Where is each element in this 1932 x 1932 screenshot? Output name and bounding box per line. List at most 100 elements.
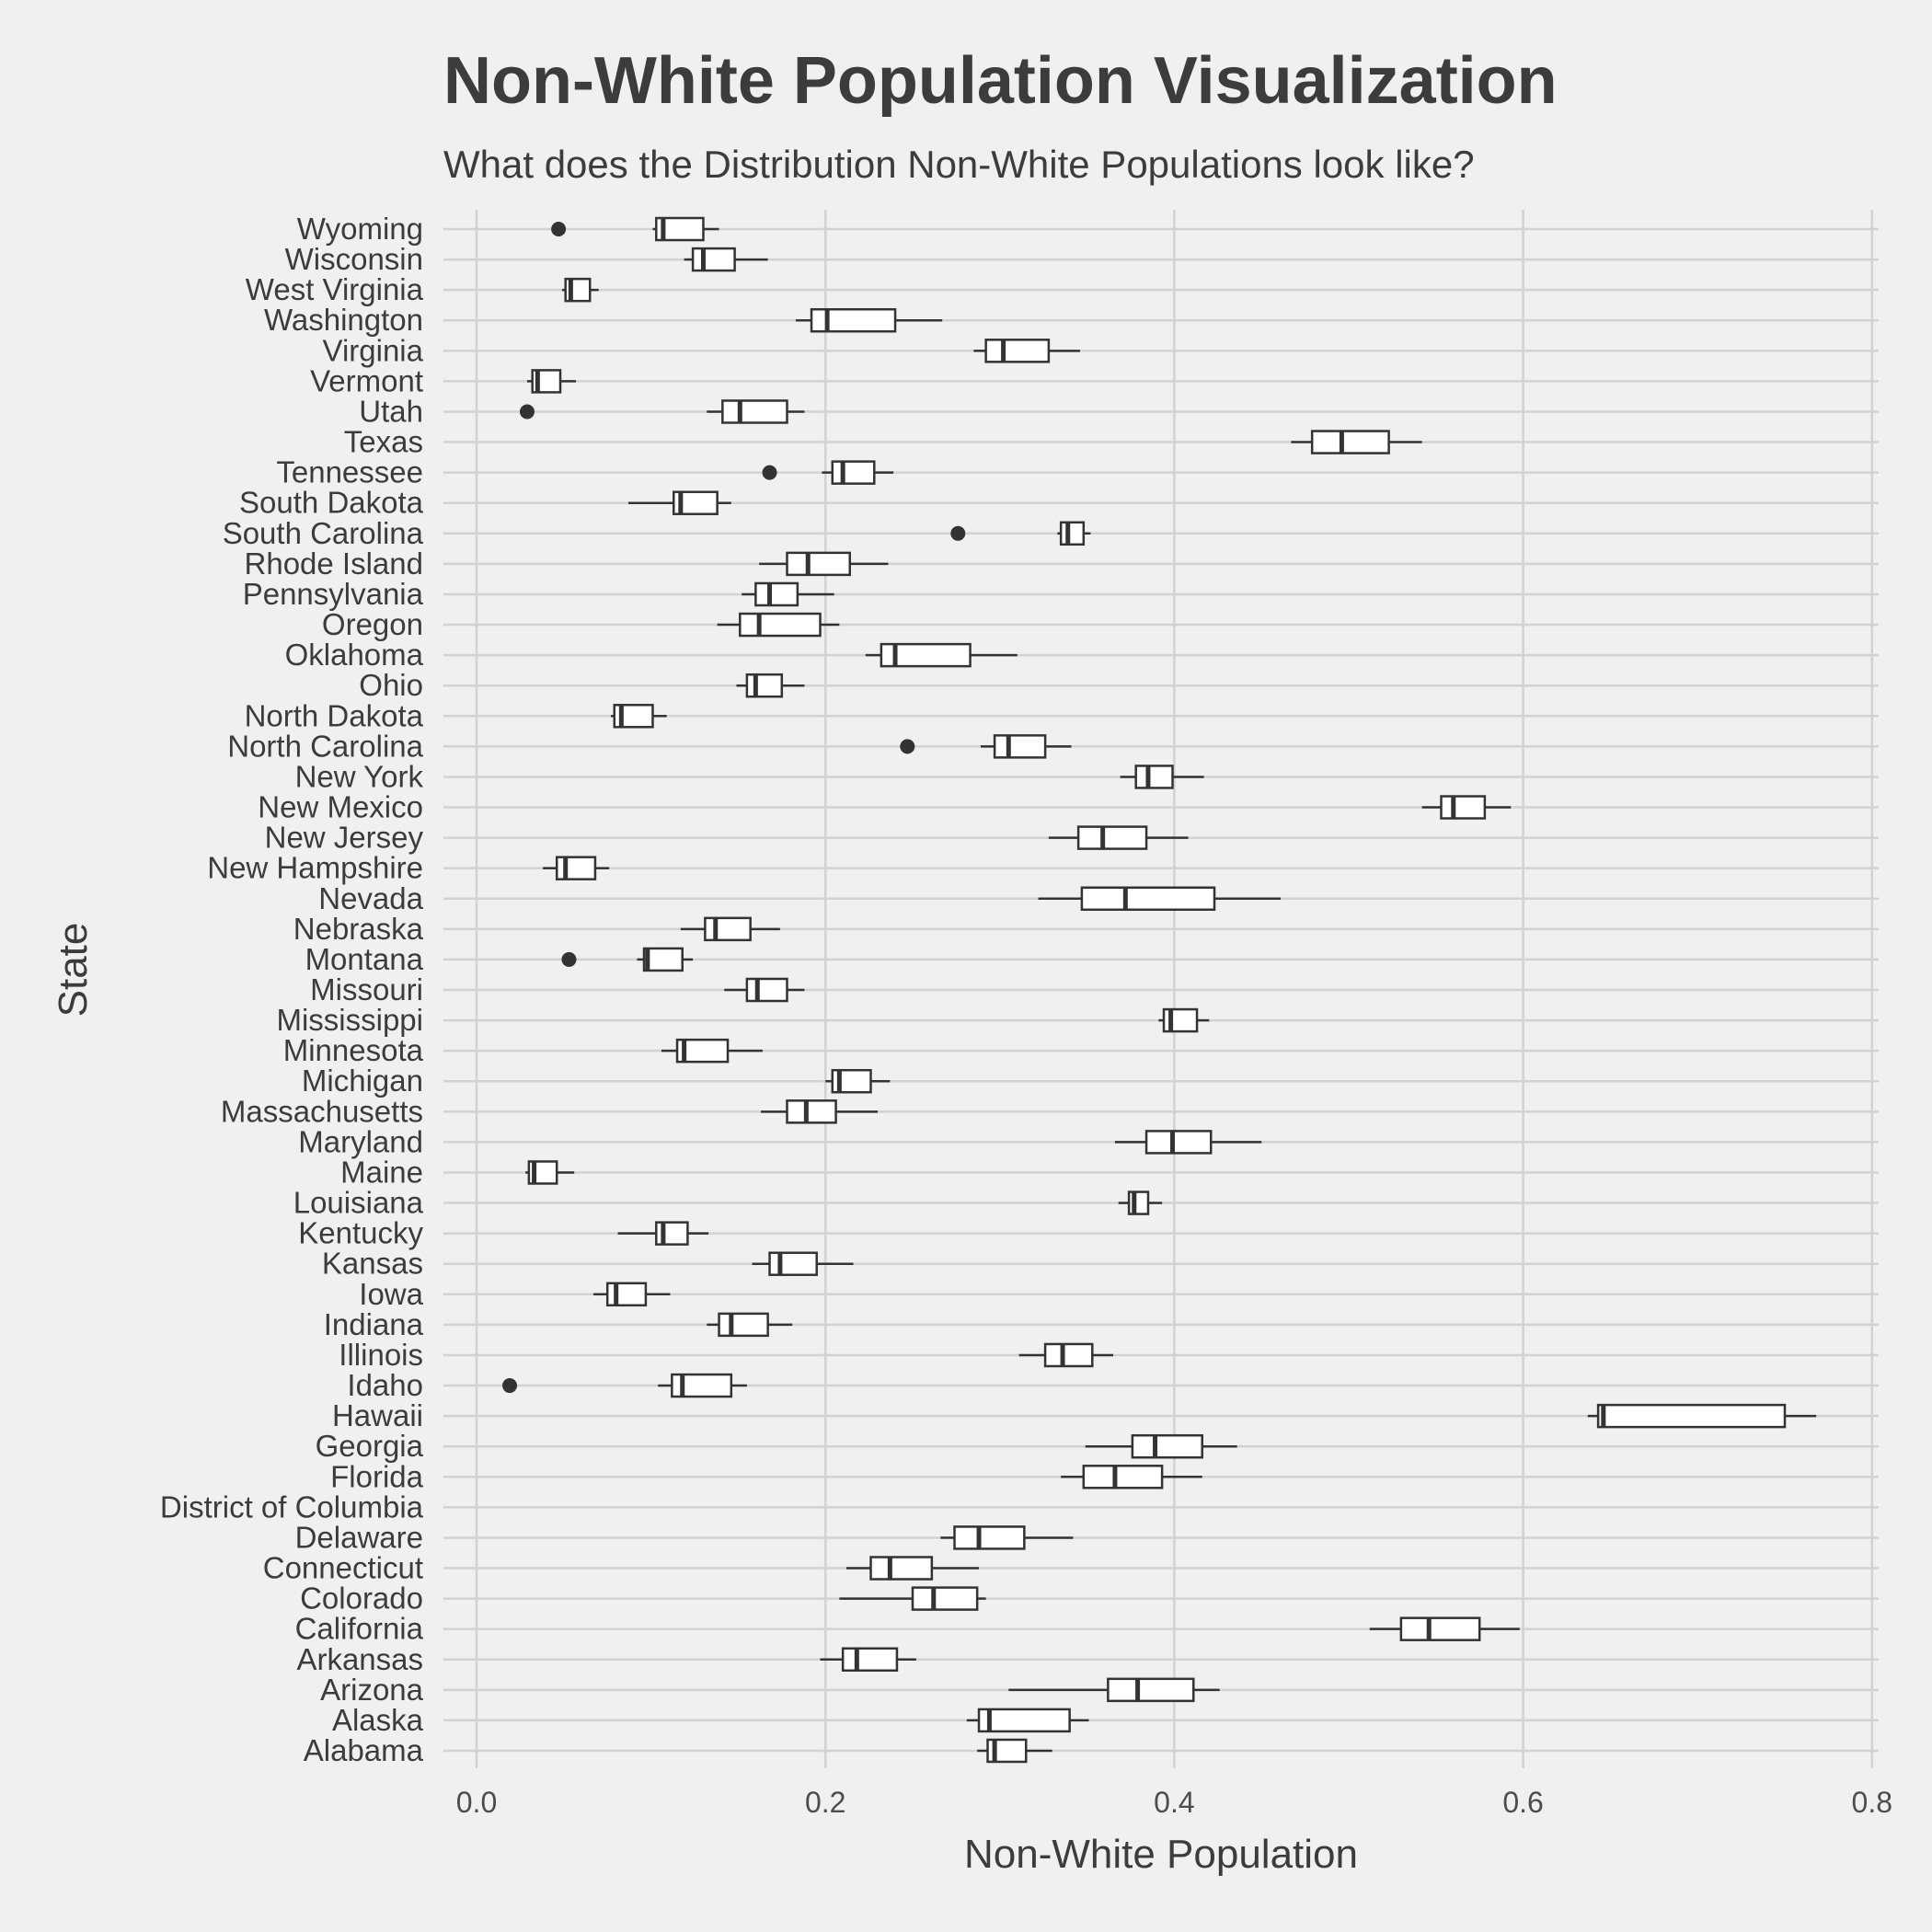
chart-title: Non-White Population Visualization [443,44,1558,118]
outlier-point [561,951,577,967]
box-iqr [1134,765,1174,789]
box-michigan [825,1068,891,1094]
box-iqr [831,460,876,485]
box-iqr [704,916,752,942]
y-tick-label: Iowa [359,1277,423,1311]
outlier-point [502,1378,518,1394]
box-arkansas [820,1647,916,1673]
box-new-jersey [1048,825,1189,850]
box-rhode-island [759,551,889,577]
y-tick-label: Tennessee [276,455,423,489]
y-tick-label: New York [295,759,424,793]
y-tick-label: Nebraska [293,912,424,946]
y-tick-label: Arizona [320,1673,424,1707]
box-washington [795,307,943,333]
x-tick-label: 0.8 [1852,1786,1892,1819]
box-south-carolina [950,521,1091,546]
box-illinois [1018,1342,1114,1368]
box-iqr [953,1525,1026,1550]
box-georgia [1085,1433,1237,1459]
box-oklahoma [865,642,1018,668]
y-tick-label: Pennsylvania [243,577,424,611]
box-iqr [1144,1130,1213,1155]
box-nebraska [680,916,780,942]
y-tick-label: Maryland [298,1124,423,1158]
box-iqr [1043,1342,1094,1368]
box-iqr [786,1099,837,1124]
y-tick-label: Delaware [295,1520,423,1554]
box-iowa [593,1282,671,1307]
outlier-point [950,525,966,541]
y-tick-label: Montana [305,942,424,976]
box-new-york [1120,765,1204,789]
grid-lines [443,210,1879,1768]
box-pennsylvania [742,581,834,607]
y-tick-label: Texas [344,425,423,459]
box-utah [519,399,805,424]
y-tick-label: Indiana [324,1307,424,1341]
box-florida [1061,1465,1202,1489]
box-iqr [1076,825,1148,850]
x-axis-title: Non-White Population [964,1832,1358,1877]
box-missouri [724,977,805,1003]
box-iqr [869,1556,934,1581]
box-iqr [911,1586,979,1611]
box-mississippi [1158,1007,1210,1033]
box-iqr [1127,1190,1150,1215]
y-tick-label: Alaska [332,1703,424,1737]
box-iqr [1059,521,1086,546]
box-wyoming [551,216,719,242]
y-tick-label: Vermont [310,363,423,397]
box-north-carolina [900,734,1072,759]
box-hawaii [1587,1403,1817,1429]
box-kansas [752,1251,854,1276]
y-tick-label: Arkansas [296,1642,423,1676]
x-tick-label: 0.0 [456,1786,497,1819]
box-alaska [966,1708,1089,1733]
box-iqr [721,399,788,424]
box-north-dakota [610,704,667,729]
outlier-point [900,739,915,754]
box-iqr [739,612,822,638]
box-iqr [810,307,897,333]
box-maine [525,1160,575,1185]
y-tick-label: New Jersey [265,821,424,855]
y-tick-label: Alabama [304,1733,424,1767]
box-iqr [718,1312,769,1338]
y-tick-label: Colorado [300,1581,423,1616]
y-tick-label: Idaho [347,1368,423,1402]
y-tick-label: West Virginia [246,272,424,306]
y-tick-label: Oklahoma [285,638,424,672]
y-tick-label: New Mexico [258,790,423,824]
y-tick-label: Mississippi [276,1003,423,1037]
box-montana [561,947,694,972]
box-idaho [502,1373,747,1398]
box-series [502,216,1817,1764]
y-tick-label: Virginia [323,333,424,367]
box-iqr [1131,1433,1203,1459]
y-tick-label: Florida [330,1459,424,1493]
y-tick-label: Michigan [302,1064,423,1098]
box-iqr [1107,1677,1195,1703]
box-iqr [768,1251,818,1276]
box-iqr [691,247,736,272]
box-south-dakota [627,490,731,515]
box-delaware [940,1525,1074,1550]
box-tennessee [762,460,894,485]
y-tick-label: Washington [264,303,423,337]
y-tick-label: Minnesota [283,1033,424,1067]
box-colorado [839,1586,986,1611]
box-iqr [1596,1403,1787,1429]
y-tick-label: Illinois [339,1338,423,1372]
y-axis-title: State [51,923,96,1018]
box-iqr [1440,795,1487,820]
box-kentucky [617,1221,709,1246]
box-iqr [993,734,1047,759]
y-tick-label: Louisiana [293,1186,424,1220]
outlier-point [551,222,567,236]
box-maryland [1114,1130,1262,1155]
x-tick-label: 0.2 [805,1786,845,1819]
x-tick-labels: 0.0 0.2 0.4 0.6 0.8 [456,1786,1892,1819]
y-tick-label: Massachusetts [221,1094,423,1128]
box-iqr [642,947,684,972]
